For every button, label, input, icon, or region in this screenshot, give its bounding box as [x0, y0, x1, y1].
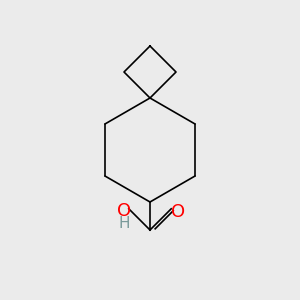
Text: O: O — [171, 203, 185, 221]
Text: H: H — [118, 216, 130, 231]
Text: O: O — [117, 202, 131, 220]
